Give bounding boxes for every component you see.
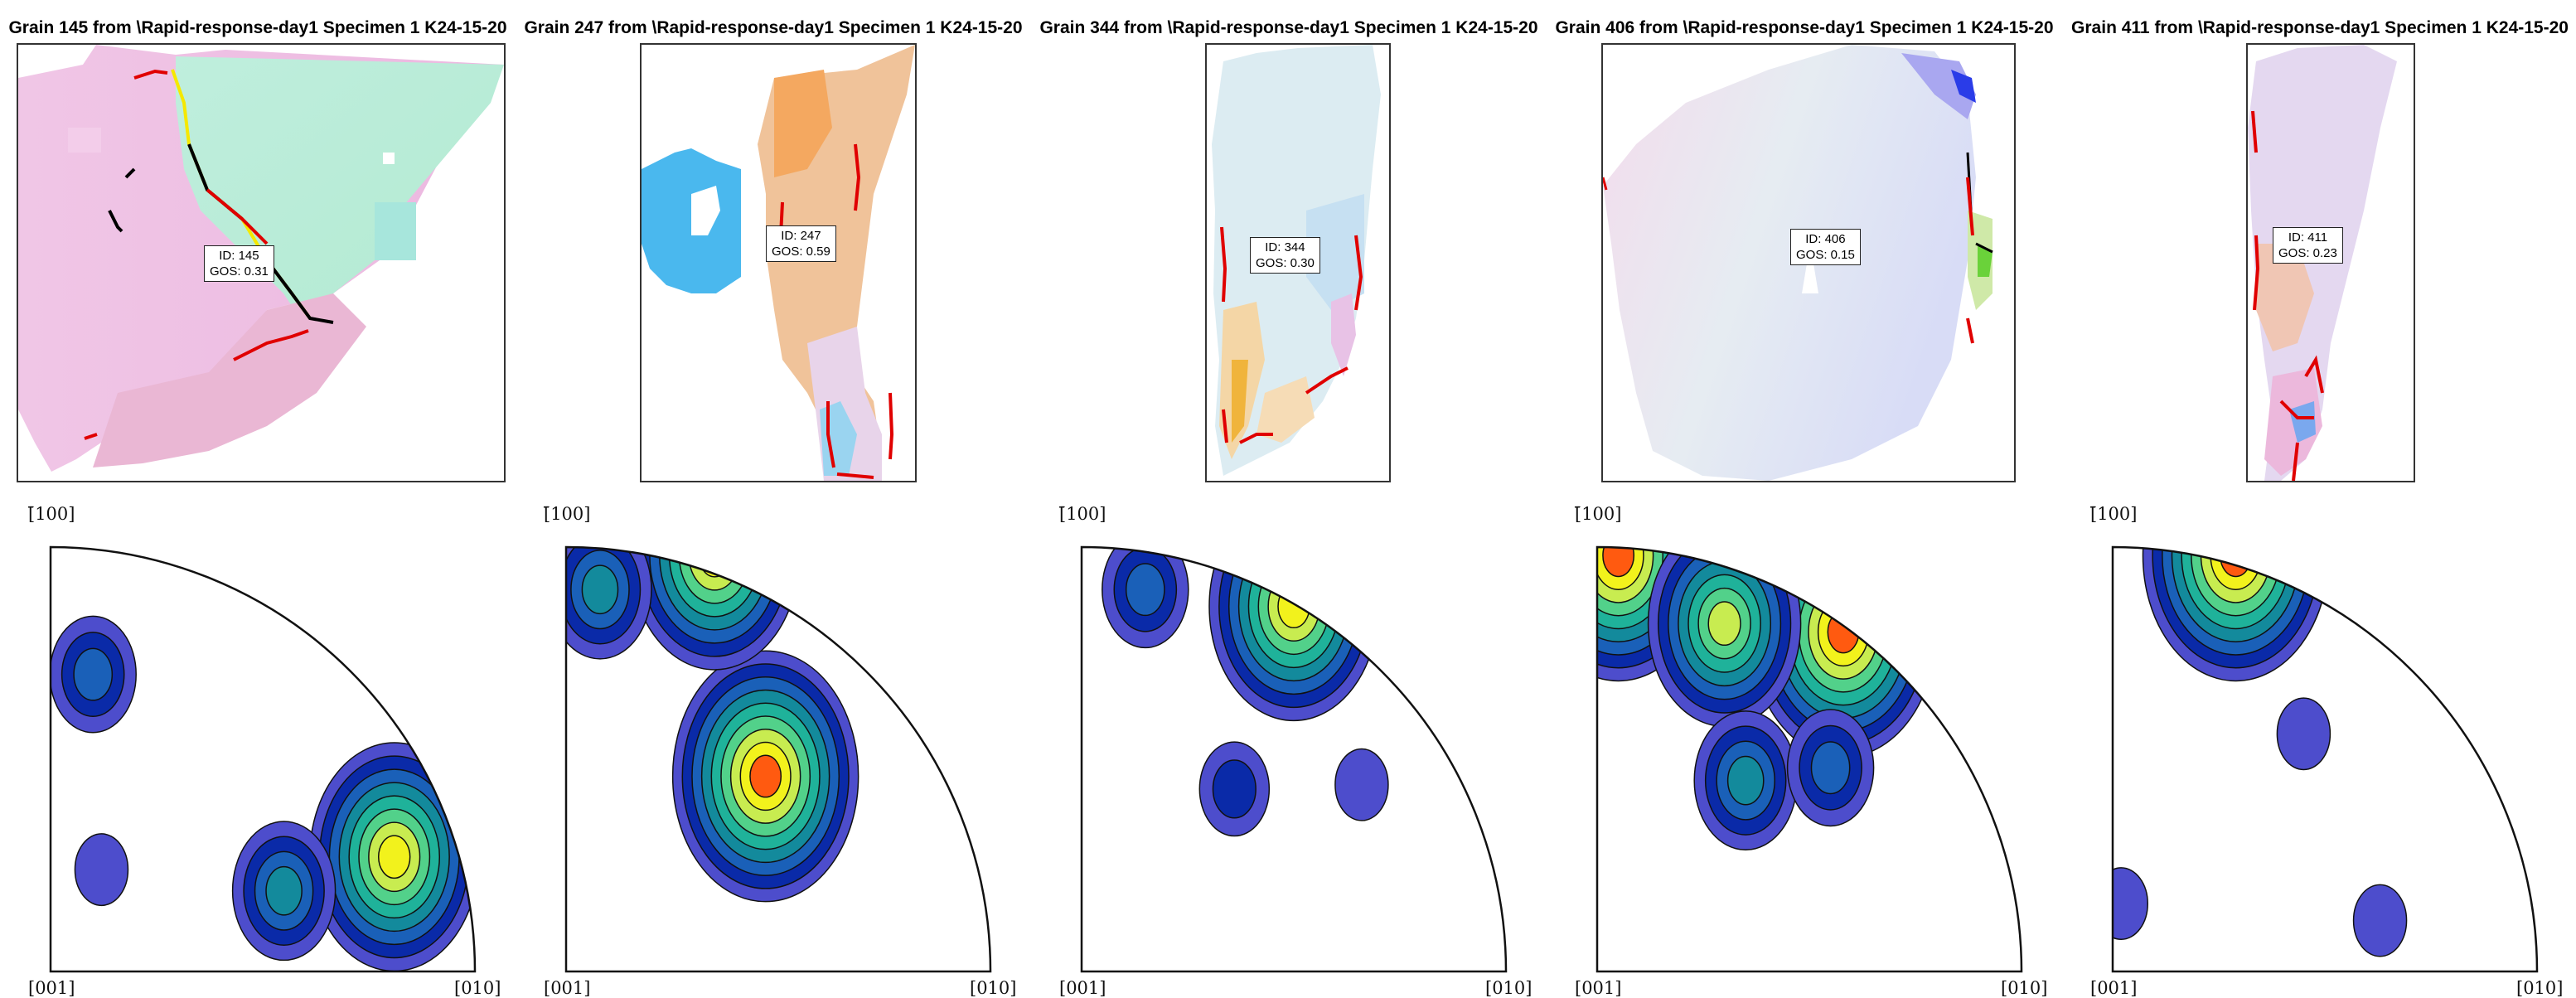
grain-map: ID: 411 GOS: 0.23 [2246, 43, 2415, 482]
contour-peak-1-level-0 [2276, 697, 2331, 771]
grain-panel-344: Grain 344 from \Rapid-response-day1 Spec… [1031, 0, 1547, 998]
pf-label-bottom-left: [001] [28, 978, 75, 998]
pf-label-bottom-right: [010] [454, 978, 501, 998]
contour-peak-0-level-7 [2210, 547, 2262, 590]
gos-text: GOS: 0.59 [772, 245, 830, 259]
contour-peak-3-level-0 [1334, 748, 1389, 821]
pole-figure-contours [1102, 547, 1389, 837]
pole-figure-frame [564, 545, 992, 973]
pole-figure [2111, 545, 2539, 973]
pf-label-bottom-right: [010] [2516, 978, 2564, 998]
gos-text: GOS: 0.23 [2278, 246, 2337, 260]
contour-peak-2-level-2 [73, 647, 114, 701]
grain-id-label: ID: 344 GOS: 0.30 [1250, 237, 1320, 274]
pf-label-bottom-right: [010] [2001, 978, 2048, 998]
pole-figure-contours [51, 615, 475, 971]
pf-label-top: [̄100] [1059, 504, 1106, 524]
pole-figure-frame [49, 545, 477, 973]
grain-map: ID: 344 GOS: 0.30 [1205, 43, 1391, 482]
grain-map: ID: 406 GOS: 0.15 [1601, 43, 2016, 482]
gos-text: GOS: 0.30 [1256, 256, 1315, 270]
pf-label-bottom-left: [001] [544, 978, 591, 998]
grain-id-text: ID: 247 [781, 229, 821, 243]
pole-figure-frame [1080, 545, 1508, 973]
grain-panel-247: Grain 247 from \Rapid-response-day1 Spec… [516, 0, 1031, 998]
grain-id-label: ID: 411 GOS: 0.23 [2273, 227, 2343, 264]
pole-figure-frame [1595, 545, 2023, 973]
contour-peak-0-level-7 [377, 835, 411, 879]
pole-figure-frame [2111, 545, 2539, 973]
pf-label-bottom-right: [010] [1485, 978, 1533, 998]
contour-peak-1-level-3 [265, 865, 303, 916]
panel-title: Grain 406 from \Rapid-response-day1 Spec… [1555, 18, 2054, 37]
grain-id-label: ID: 247 GOS: 0.59 [766, 225, 836, 262]
contour-peak-2-level-3 [581, 564, 619, 615]
grain-panel-411: Grain 411 from \Rapid-response-day1 Spec… [2062, 0, 2576, 998]
grain-id-label: ID: 406 GOS: 0.15 [1790, 229, 1861, 265]
gos-text: GOS: 0.15 [1796, 248, 1855, 262]
contour-peak-3-level-3 [1726, 755, 1765, 806]
grain-map: ID: 145 GOS: 0.31 [17, 43, 506, 482]
panel-title: Grain 411 from \Rapid-response-day1 Spec… [2071, 18, 2569, 37]
pole-figure [1080, 545, 1508, 973]
pf-label-top: [̄100] [2090, 504, 2138, 524]
grain-panel-406: Grain 406 from \Rapid-response-day1 Spec… [1547, 0, 2062, 998]
pole-figure [1595, 545, 2023, 973]
grain-id-text: ID: 145 [219, 249, 259, 263]
contour-peak-3-level-0 [74, 833, 129, 907]
pole-figure-contours [2113, 547, 2408, 957]
panel-title: Grain 145 from \Rapid-response-day1 Spec… [8, 18, 507, 37]
contour-peak-1-level-6 [688, 547, 741, 591]
grain-id-text: ID: 406 [1805, 232, 1846, 246]
pole-figure-contours [566, 547, 859, 903]
pole-figure [49, 545, 477, 973]
contour-peak-1-level-2 [1125, 563, 1165, 617]
grain-map-image [642, 45, 915, 481]
pf-label-top: [̄100] [544, 504, 591, 524]
gos-text: GOS: 0.31 [210, 264, 269, 279]
contour-peak-0-level-8 [2220, 547, 2252, 578]
pole-figure-contours [1597, 547, 1937, 851]
pf-label-bottom-left: [001] [1059, 978, 1106, 998]
contour-peak-3-level-0 [2113, 867, 2148, 941]
contour-peak-0-level-7 [1277, 584, 1310, 629]
pf-label-bottom-left: [001] [2090, 978, 2138, 998]
pf-label-bottom-left: [001] [1575, 978, 1622, 998]
grain-id-text: ID: 344 [1265, 240, 1305, 254]
grain-panel-145: Grain 145 from \Rapid-response-day1 Spec… [0, 0, 516, 998]
pole-figure [564, 545, 992, 973]
contour-peak-2-level-1 [1212, 759, 1257, 819]
contour-peak-2-level-6 [1707, 601, 1741, 647]
panel-title: Grain 344 from \Rapid-response-day1 Spec… [1039, 18, 1538, 37]
pf-label-top: [̄100] [28, 504, 75, 524]
contour-peak-0-level-8 [1602, 547, 1635, 578]
contour-peak-2-level-0 [2352, 884, 2408, 957]
panel-title: Grain 247 from \Rapid-response-day1 Spec… [524, 18, 1023, 37]
grain-id-text: ID: 411 [2288, 230, 2328, 245]
contour-peak-0-level-8 [749, 754, 782, 798]
grain-map: ID: 247 GOS: 0.59 [640, 43, 917, 482]
pf-label-top: [̄100] [1575, 504, 1622, 524]
grain-map-image [1603, 45, 1993, 481]
grain-id-label: ID: 145 GOS: 0.31 [204, 245, 274, 282]
contour-peak-4-level-2 [1810, 741, 1851, 795]
pf-label-bottom-right: [010] [970, 978, 1017, 998]
